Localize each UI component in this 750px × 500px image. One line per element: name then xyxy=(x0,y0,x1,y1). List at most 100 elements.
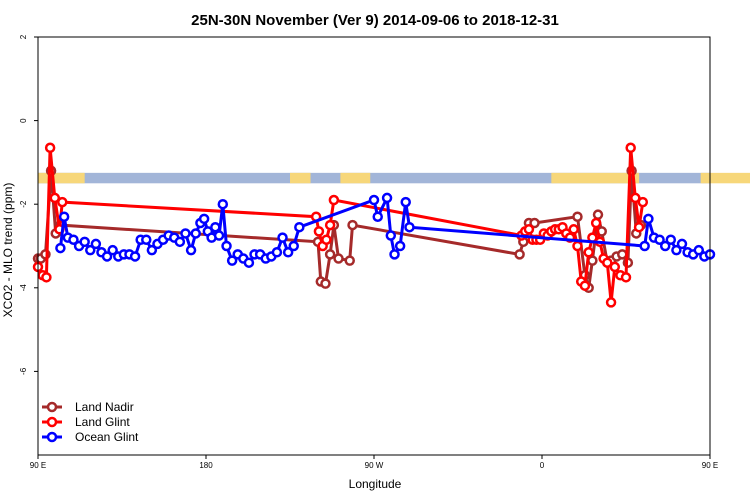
series-layer xyxy=(32,142,716,308)
land-band-segment xyxy=(551,172,640,184)
data-point xyxy=(572,211,583,222)
data-point xyxy=(344,255,355,266)
data-point xyxy=(146,244,158,256)
legend-label: Land Nadir xyxy=(75,400,134,414)
data-point xyxy=(633,221,645,233)
data-point xyxy=(372,211,383,222)
legend-label: Land Glint xyxy=(75,415,130,429)
data-point xyxy=(57,196,68,208)
data-point xyxy=(643,213,654,225)
series-land-glint xyxy=(32,142,649,308)
y-tick-label: -2 xyxy=(19,200,28,208)
data-point xyxy=(210,221,221,233)
data-point xyxy=(141,234,152,245)
x-tick-label: 180 xyxy=(199,461,213,470)
chart-title: 25N-30N November (Ver 9) 2014-09-06 to 2… xyxy=(191,12,559,29)
legend-marker xyxy=(46,416,58,428)
data-point xyxy=(324,219,336,231)
data-point xyxy=(602,257,613,268)
data-point xyxy=(294,221,305,233)
data-point xyxy=(389,249,400,260)
data-point xyxy=(514,249,525,260)
data-point xyxy=(394,240,406,252)
data-point xyxy=(129,251,141,262)
data-point xyxy=(587,255,598,266)
data-point xyxy=(671,244,682,256)
data-point xyxy=(320,278,331,289)
data-point xyxy=(217,198,229,210)
data-point xyxy=(44,142,56,154)
data-point xyxy=(107,244,118,256)
data-point xyxy=(174,236,186,248)
x-tick-label: 90 W xyxy=(365,461,384,470)
legend-marker xyxy=(46,401,58,413)
y-tick-label: -6 xyxy=(19,367,28,375)
data-point xyxy=(321,234,332,245)
data-point xyxy=(676,238,688,250)
legend-label: Ocean Glint xyxy=(75,430,139,444)
data-point xyxy=(385,230,397,241)
land-band-segment xyxy=(700,172,750,184)
data-point xyxy=(605,297,617,308)
data-point xyxy=(185,244,197,256)
data-point xyxy=(221,240,232,252)
data-point xyxy=(639,240,650,252)
data-point xyxy=(243,257,255,268)
data-point xyxy=(180,228,191,239)
data-point xyxy=(277,232,288,243)
data-point xyxy=(226,255,238,266)
data-point xyxy=(368,194,380,206)
x-tick-label: 0 xyxy=(540,461,545,470)
legend-marker xyxy=(46,431,58,443)
land-band-segment xyxy=(290,172,311,184)
data-point xyxy=(68,234,79,245)
data-point xyxy=(288,240,299,252)
data-point xyxy=(625,142,636,154)
y-tick-label: -4 xyxy=(19,284,28,292)
ocean-band xyxy=(38,172,710,184)
data-point xyxy=(49,192,61,204)
land-ocean-band xyxy=(38,172,750,184)
y-axis-label: XCO2 - MLO trend (ppm) xyxy=(1,183,15,318)
data-point xyxy=(654,234,665,245)
data-point xyxy=(400,196,411,208)
data-point xyxy=(617,249,628,260)
x-tick-label: 90 E xyxy=(30,461,46,470)
data-point xyxy=(347,219,358,231)
data-point xyxy=(85,244,96,256)
data-point xyxy=(583,247,594,258)
data-point xyxy=(324,249,336,260)
data-point xyxy=(572,240,583,252)
y-tick-label: 2 xyxy=(19,34,28,39)
data-point xyxy=(198,213,210,225)
data-point xyxy=(529,217,540,229)
data-point xyxy=(568,224,579,235)
x-axis-label: Longitude xyxy=(349,477,402,491)
data-point xyxy=(328,194,340,206)
data-point xyxy=(523,224,535,235)
data-point xyxy=(592,209,604,220)
axes: 90 E 180 90 W 0 90 E 2 0 -2 -4 -6 xyxy=(19,34,718,470)
data-point xyxy=(630,192,641,204)
data-point xyxy=(58,211,70,222)
y-tick-label: 0 xyxy=(19,118,28,123)
data-point xyxy=(41,272,52,283)
data-point xyxy=(404,221,415,233)
land-band-segment xyxy=(340,172,371,184)
land-band-segment xyxy=(38,172,85,184)
data-point xyxy=(213,230,225,241)
x-tick-label: 90 E xyxy=(702,461,718,470)
data-point xyxy=(665,234,677,245)
data-point xyxy=(55,242,66,254)
data-point xyxy=(381,192,393,204)
data-point xyxy=(693,244,705,256)
data-point xyxy=(579,280,591,291)
data-point xyxy=(659,240,671,252)
data-point xyxy=(313,226,325,237)
plot-frame xyxy=(37,36,711,456)
data-point xyxy=(333,253,344,264)
data-point xyxy=(590,217,602,229)
data-point xyxy=(79,236,90,248)
